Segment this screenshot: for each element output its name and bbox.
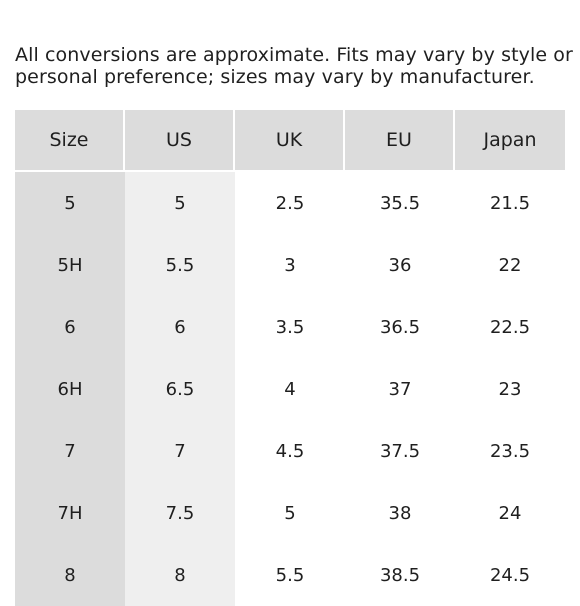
table-row: 6 6 3.5 36.5 22.5 bbox=[15, 296, 565, 358]
cell-uk: 3 bbox=[235, 234, 345, 296]
column-header-japan: Japan bbox=[455, 110, 565, 170]
cell-eu: 35.5 bbox=[345, 172, 455, 234]
cell-japan: 24.5 bbox=[455, 544, 565, 606]
table-body: 5 5 2.5 35.5 21.5 5H 5.5 3 36 22 6 6 3.5 36.5 22.5 6H 6.… bbox=[15, 172, 565, 606]
table-header-row: Size US UK EU Japan bbox=[15, 110, 565, 172]
cell-size: 5H bbox=[15, 234, 125, 296]
cell-uk: 3.5 bbox=[235, 296, 345, 358]
column-header-size: Size bbox=[15, 110, 125, 170]
cell-us: 8 bbox=[125, 544, 235, 606]
cell-size: 6 bbox=[15, 296, 125, 358]
cell-japan: 23 bbox=[455, 358, 565, 420]
cell-uk: 4.5 bbox=[235, 420, 345, 482]
table-row: 5H 5.5 3 36 22 bbox=[15, 234, 565, 296]
conversion-disclaimer: All conversions are approximate. Fits ma… bbox=[15, 44, 575, 88]
cell-eu: 38.5 bbox=[345, 544, 455, 606]
cell-japan: 24 bbox=[455, 482, 565, 544]
size-conversion-table: Size US UK EU Japan 5 5 2.5 35.5 21.5 5H 5.5 3 3… bbox=[15, 110, 565, 606]
cell-size: 7H bbox=[15, 482, 125, 544]
cell-eu: 37.5 bbox=[345, 420, 455, 482]
table-row: 7H 7.5 5 38 24 bbox=[15, 482, 565, 544]
cell-us: 5.5 bbox=[125, 234, 235, 296]
cell-eu: 38 bbox=[345, 482, 455, 544]
cell-uk: 4 bbox=[235, 358, 345, 420]
cell-eu: 37 bbox=[345, 358, 455, 420]
cell-us: 6.5 bbox=[125, 358, 235, 420]
cell-japan: 21.5 bbox=[455, 172, 565, 234]
column-header-uk: UK bbox=[235, 110, 345, 170]
table-row: 5 5 2.5 35.5 21.5 bbox=[15, 172, 565, 234]
table-row: 6H 6.5 4 37 23 bbox=[15, 358, 565, 420]
cell-us: 5 bbox=[125, 172, 235, 234]
cell-japan: 22.5 bbox=[455, 296, 565, 358]
cell-uk: 2.5 bbox=[235, 172, 345, 234]
table-row: 7 7 4.5 37.5 23.5 bbox=[15, 420, 565, 482]
disclaimer-line-2: personal preference; sizes may vary by m… bbox=[15, 66, 535, 88]
cell-uk: 5 bbox=[235, 482, 345, 544]
cell-size: 6H bbox=[15, 358, 125, 420]
cell-japan: 23.5 bbox=[455, 420, 565, 482]
table-row: 8 8 5.5 38.5 24.5 bbox=[15, 544, 565, 606]
cell-eu: 36 bbox=[345, 234, 455, 296]
cell-us: 6 bbox=[125, 296, 235, 358]
disclaimer-line-1: All conversions are approximate. Fits ma… bbox=[15, 44, 573, 66]
cell-japan: 22 bbox=[455, 234, 565, 296]
cell-us: 7 bbox=[125, 420, 235, 482]
cell-eu: 36.5 bbox=[345, 296, 455, 358]
cell-us: 7.5 bbox=[125, 482, 235, 544]
cell-uk: 5.5 bbox=[235, 544, 345, 606]
cell-size: 8 bbox=[15, 544, 125, 606]
column-header-eu: EU bbox=[345, 110, 455, 170]
cell-size: 7 bbox=[15, 420, 125, 482]
column-header-us: US bbox=[125, 110, 235, 170]
cell-size: 5 bbox=[15, 172, 125, 234]
